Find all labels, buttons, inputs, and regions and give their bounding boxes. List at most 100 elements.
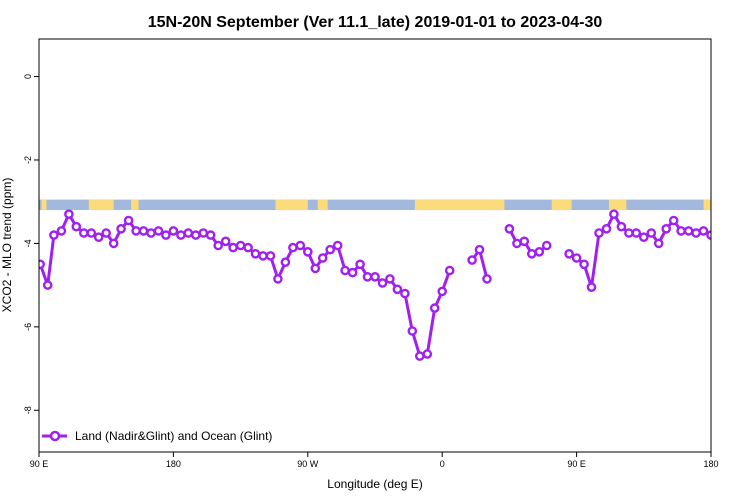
- legend: Land (Nadir&Glint) and Ocean (Glint): [42, 429, 272, 443]
- land-band: [551, 199, 572, 211]
- data-point: [422, 349, 433, 359]
- data-point: [609, 209, 619, 219]
- data-point: [429, 303, 440, 313]
- data-point: [123, 215, 134, 226]
- data-point: [86, 228, 97, 238]
- x-tick-label: 90 E: [30, 459, 49, 469]
- x-tick-label: 90 E: [567, 459, 586, 469]
- series-layer: [39, 209, 711, 361]
- land-ocean-strip: [39, 199, 711, 211]
- x-axis: 90 E 180 90 W 0 90 E 180: [30, 452, 719, 469]
- data-point: [295, 240, 306, 251]
- data-point: [661, 223, 672, 234]
- y-axis: 0 -2 -4 -6 -8: [23, 74, 39, 414]
- data-point: [250, 248, 261, 259]
- data-point: [392, 284, 403, 295]
- data-point: [93, 232, 104, 242]
- x-tick-label: 90 W: [297, 459, 319, 469]
- y-axis-label: XCO2 - MLO trend (ppm): [0, 178, 14, 313]
- data-point: [325, 244, 336, 255]
- data-point: [71, 221, 82, 232]
- data-point: [668, 215, 679, 226]
- data-point: [131, 226, 141, 236]
- plot-area: [39, 199, 711, 361]
- plot-frame: [38, 38, 712, 453]
- chart-title: 15N-20N September (Ver 11.1_late) 2019-0…: [148, 14, 603, 31]
- data-point: [332, 240, 343, 251]
- data-point: [228, 242, 238, 253]
- x-tick-label: 180: [166, 459, 181, 469]
- data-point: [698, 226, 709, 236]
- data-point: [474, 244, 485, 255]
- data-point: [64, 209, 74, 219]
- x-tick-label: 0: [440, 459, 445, 469]
- land-band: [317, 199, 328, 211]
- data-point: [79, 228, 89, 238]
- data-point: [243, 242, 253, 253]
- data-point: [168, 226, 179, 236]
- data-point: [564, 248, 574, 259]
- data-point: [676, 226, 686, 236]
- data-point: [56, 226, 67, 236]
- land-band: [275, 199, 308, 211]
- data-point: [116, 223, 126, 234]
- legend-label: Land (Nadir&Glint) and Ocean (Glint): [75, 429, 272, 443]
- data-point: [190, 230, 201, 240]
- data-point: [631, 228, 642, 238]
- data-point: [683, 226, 694, 236]
- data-point: [653, 238, 664, 249]
- data-point: [302, 246, 313, 257]
- data-point: [467, 255, 477, 265]
- data-point: [601, 223, 612, 234]
- data-point: [153, 226, 164, 236]
- land-band: [41, 199, 47, 211]
- data-point: [541, 240, 552, 251]
- data-point: [444, 265, 455, 276]
- data-point: [161, 230, 171, 240]
- data-point: [437, 286, 448, 297]
- data-point: [220, 236, 231, 247]
- land-band: [703, 199, 711, 211]
- data-point: [258, 251, 268, 261]
- land-band: [608, 199, 627, 211]
- data-point: [586, 282, 597, 293]
- data-point: [265, 251, 276, 261]
- data-point: [691, 228, 701, 238]
- data-point: [377, 278, 388, 288]
- data-point: [370, 271, 380, 282]
- y-tick-label: -4: [23, 239, 33, 247]
- data-point: [534, 246, 545, 257]
- data-point: [646, 228, 657, 238]
- data-point: [235, 240, 246, 251]
- data-point: [414, 351, 425, 361]
- y-tick-label: -6: [23, 323, 33, 331]
- data-point: [101, 228, 111, 238]
- data-point: [205, 230, 216, 240]
- data-point: [39, 259, 45, 270]
- data-point: [624, 228, 634, 238]
- data-point: [176, 230, 186, 240]
- data-point: [146, 228, 156, 238]
- data-point: [138, 226, 149, 236]
- data-point: [571, 253, 582, 263]
- data-point: [213, 240, 223, 251]
- data-point: [347, 267, 358, 278]
- data-point: [49, 230, 59, 240]
- data-point: [512, 238, 522, 249]
- data-point: [280, 257, 291, 268]
- data-point: [639, 232, 649, 242]
- data-point: [519, 236, 530, 247]
- data-point: [616, 221, 627, 232]
- data-point: [594, 228, 604, 238]
- ocean-band: [39, 199, 711, 211]
- data-point: [310, 263, 321, 274]
- data-point: [183, 228, 194, 238]
- series-line: [568, 212, 711, 289]
- data-point: [579, 259, 589, 270]
- data-point: [317, 253, 328, 263]
- data-point: [385, 274, 395, 284]
- data-point: [288, 242, 298, 253]
- data-point: [198, 228, 209, 238]
- data-point: [362, 271, 373, 282]
